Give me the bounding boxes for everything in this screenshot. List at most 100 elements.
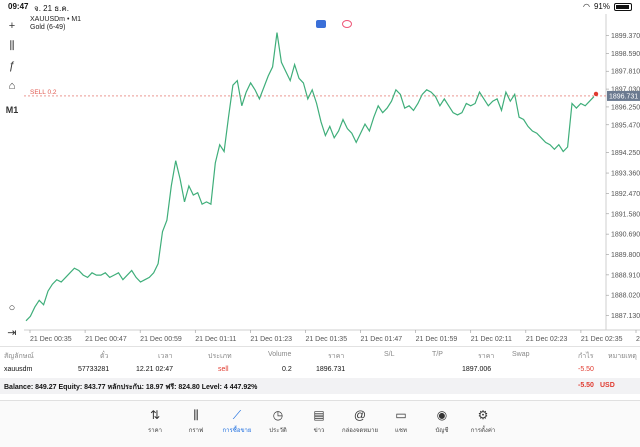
y-tick-label: 1891.580 [611,211,640,218]
battery-percent: 91% [593,2,610,11]
tab-label: การตั้งค่า [470,428,496,434]
status-date: จ. 21 ธ.ค. [34,4,69,13]
chart-description: Gold (6-49) [30,24,66,31]
tab-label: การซื้อขาย [222,428,252,434]
col-time: เวลา [158,353,173,360]
settings-icon: ⚙ [477,408,489,422]
table-row[interactable]: xauusdm 57733281 12.21 02:47 sell 0.2 18… [0,362,640,378]
tab-label: ราคา [148,428,162,434]
search-icon[interactable]: ○ [8,302,16,314]
col-symbol: สัญลักษณ์ [4,353,34,360]
chart-flags [316,20,352,28]
col-profit: กำไร [578,353,594,360]
account-icon: ◉ [436,408,448,422]
balance-line: Balance: 849.27 Equity: 843.77 หลักประกั… [4,384,258,391]
timeframe-button[interactable]: M1 [5,105,19,115]
price-series-line [25,32,595,322]
tab-label: ประวัติ [269,428,287,434]
y-tick-label: 1889.800 [611,252,640,259]
x-tick-label: 21 Dec 01:59 [416,336,458,343]
col-ticket: ตั๋ว [100,353,109,360]
col-current-price: ราคา [478,353,495,360]
tab-label: บัญชี [435,428,449,434]
price-chart[interactable]: 1899.370 1898.590 1897.810 1897.030 1896.250… [24,14,640,346]
x-tick-label: 21 Dec 02:23 [526,336,568,343]
col-comment: หมายเหตุ [608,353,637,360]
x-tick-label: 21 Dec 02:47 [636,336,640,343]
chart-icon: ⫼ [193,408,199,422]
left-toolbar: + ⫼ ƒ ⌂ M1 ○ ⇥ [0,14,24,344]
history-icon: ◷ [272,408,284,422]
tab-label: แชท [395,428,407,434]
chart-svg[interactable]: 1899.370 1898.590 1897.810 1897.030 1896.250… [24,14,640,346]
tab-chat[interactable]: ▭ แชท [379,407,423,435]
y-tick-label: 1890.690 [611,232,640,239]
col-volume: Volume [268,351,292,358]
currency-label: USD [600,382,615,389]
tab-history[interactable]: ◷ ประวัติ [256,407,300,435]
y-tick-label: 1897.030 [611,87,640,94]
news-icon: ▤ [313,408,325,422]
x-tick-label: 21 Dec 01:11 [195,336,236,343]
sell-order-label: SELL 0.2 [30,89,57,96]
row-time: 12.21 02:47 [136,366,173,373]
col-swap: Swap [512,351,530,358]
x-tick-label: 21 Dec 01:47 [361,336,403,343]
status-time: 09:47 [8,2,29,11]
tab-chart[interactable]: ⫼ กราฟ [174,407,218,435]
x-tick-label: 21 Dec 00:35 [30,336,72,343]
chat-icon: ▭ [395,408,407,422]
row-type: sell [218,366,229,373]
y-tick-label: 1888.020 [611,293,640,300]
y-tick-label: 1899.370 [611,33,640,40]
wifi-icon: ◠ [583,2,590,11]
y-tick-label: 1893.360 [611,171,640,178]
total-profit: -5.50 [578,382,594,389]
export-icon[interactable]: ⇥ [7,326,17,339]
current-price-label: 1896.731 [609,93,638,100]
row-profit: -5.50 [578,366,594,373]
y-tick-label: 1887.130 [611,313,640,320]
tab-mailbox[interactable]: @ กล่องจดหมาย [338,407,382,435]
y-tick-label: 1892.470 [611,191,640,198]
current-price-tag [607,90,640,101]
col-type: ประเภท [208,353,232,360]
battery-icon [614,2,632,11]
tab-label: กราฟ [188,428,204,434]
x-tick-label: 21 Dec 02:35 [581,336,623,343]
table-header: สัญลักษณ์ ตั๋ว เวลา ประเภท Volume ราคา S… [0,346,640,362]
order-marker [593,91,599,97]
tab-bar: ⇅ ราคา ⫼ กราฟ ⟋ การซื้อขาย ◷ ประวัติ ▤ ข่าว @… [0,400,640,447]
status-right: ◠ 91% [583,2,632,11]
quotes-icon: ⇅ [149,408,161,422]
candles-icon[interactable]: ⫼ [9,39,15,52]
function-icon[interactable]: ƒ [8,60,16,72]
tab-quotes[interactable]: ⇅ ราคา [133,407,177,435]
x-tick-label: 21 Dec 01:35 [305,336,347,343]
tab-label: ข่าว [313,428,325,434]
chart-symbol: XAUUSDm • M1 [30,16,82,23]
row-current-price: 1897.006 [462,366,492,373]
row-symbol: xauusdm [4,366,33,373]
y-tick-label: 1897.810 [611,69,640,76]
row-open-price: 1896.731 [316,366,346,373]
crosshair-icon[interactable]: + [8,20,16,32]
trade-icon: ⟋ [232,408,242,422]
tab-settings[interactable]: ⚙ การตั้งค่า [461,407,505,435]
y-tick-label: 1894.250 [611,150,640,157]
row-ticket: 57733281 [78,366,110,373]
col-price: ราคา [328,353,345,360]
x-tick-label: 21 Dec 01:23 [250,336,292,343]
tab-news[interactable]: ▤ ข่าว [297,407,341,435]
x-tick-label: 21 Dec 02:11 [471,336,512,343]
y-tick-label: 1896.250 [611,104,640,111]
objects-icon[interactable]: ⌂ [8,80,16,92]
orders-table: สัญลักษณ์ ตั๋ว เวลา ประเภท Volume ราคา S… [0,346,640,394]
col-sl: S/L [384,351,395,358]
tab-label: กล่องจดหมาย [341,428,379,434]
y-tick-label: 1895.470 [611,122,640,129]
tab-trade[interactable]: ⟋ การซื้อขาย [215,407,259,435]
y-tick-label: 1888.910 [611,272,640,279]
tab-account[interactable]: ◉ บัญชี [420,407,464,435]
x-tick-label: 21 Dec 00:47 [85,336,127,343]
